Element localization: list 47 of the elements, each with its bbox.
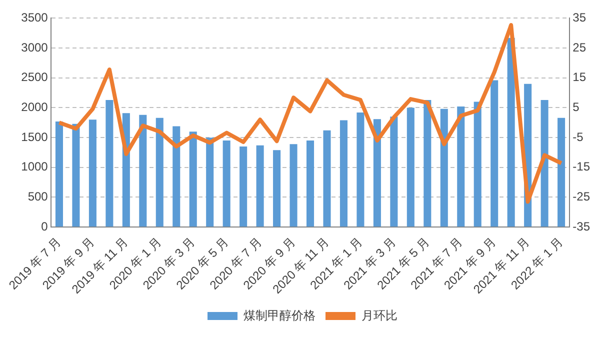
bar: [189, 132, 197, 227]
bar: [390, 116, 398, 227]
bar: [156, 118, 164, 227]
bar: [106, 100, 114, 227]
y-tick-label: 0: [41, 219, 48, 234]
bar: [72, 124, 80, 227]
y2-tick-label: -25: [572, 190, 590, 204]
bar: [206, 138, 214, 227]
y-tick-label: 500: [28, 190, 48, 204]
bar: [55, 121, 63, 227]
y-tick-label: 1000: [21, 160, 48, 174]
y2-tick-label: 5: [572, 100, 580, 114]
bar: [540, 100, 548, 227]
y2-tick-label: 25: [572, 40, 586, 54]
y-tick-label: 3000: [21, 40, 48, 54]
legend-label: 月环比: [362, 308, 398, 322]
bar: [424, 100, 432, 227]
y-tick-label: 2000: [21, 100, 48, 114]
bar: [373, 119, 381, 227]
bar: [490, 80, 498, 227]
bar: [273, 150, 281, 227]
y2-tick-label: -35: [572, 219, 590, 234]
bar: [306, 140, 314, 227]
bar: [88, 120, 96, 227]
y2-tick-label: 15: [572, 70, 586, 84]
bar: [256, 145, 264, 227]
bar: [356, 112, 364, 227]
bar: [340, 120, 348, 227]
bar: [290, 144, 298, 227]
bar: [558, 118, 566, 227]
y-tick-label: 2500: [21, 70, 48, 84]
legend-label: 煤制甲醇价格: [244, 308, 316, 322]
bar: [172, 126, 180, 227]
y-tick-label: 1500: [21, 130, 48, 144]
bar: [139, 114, 147, 227]
y2-tick-label: 35: [572, 10, 586, 25]
y-tick-label: 3500: [21, 10, 48, 25]
bar: [240, 146, 248, 227]
bar: [457, 106, 465, 227]
bar: [440, 108, 448, 227]
bar: [323, 130, 331, 227]
bar: [222, 140, 230, 227]
y2-tick-label: -5: [572, 130, 584, 144]
bar: [406, 108, 414, 227]
y2-tick-label: -15: [572, 160, 590, 174]
bar: [507, 38, 515, 227]
bar: [474, 102, 482, 227]
